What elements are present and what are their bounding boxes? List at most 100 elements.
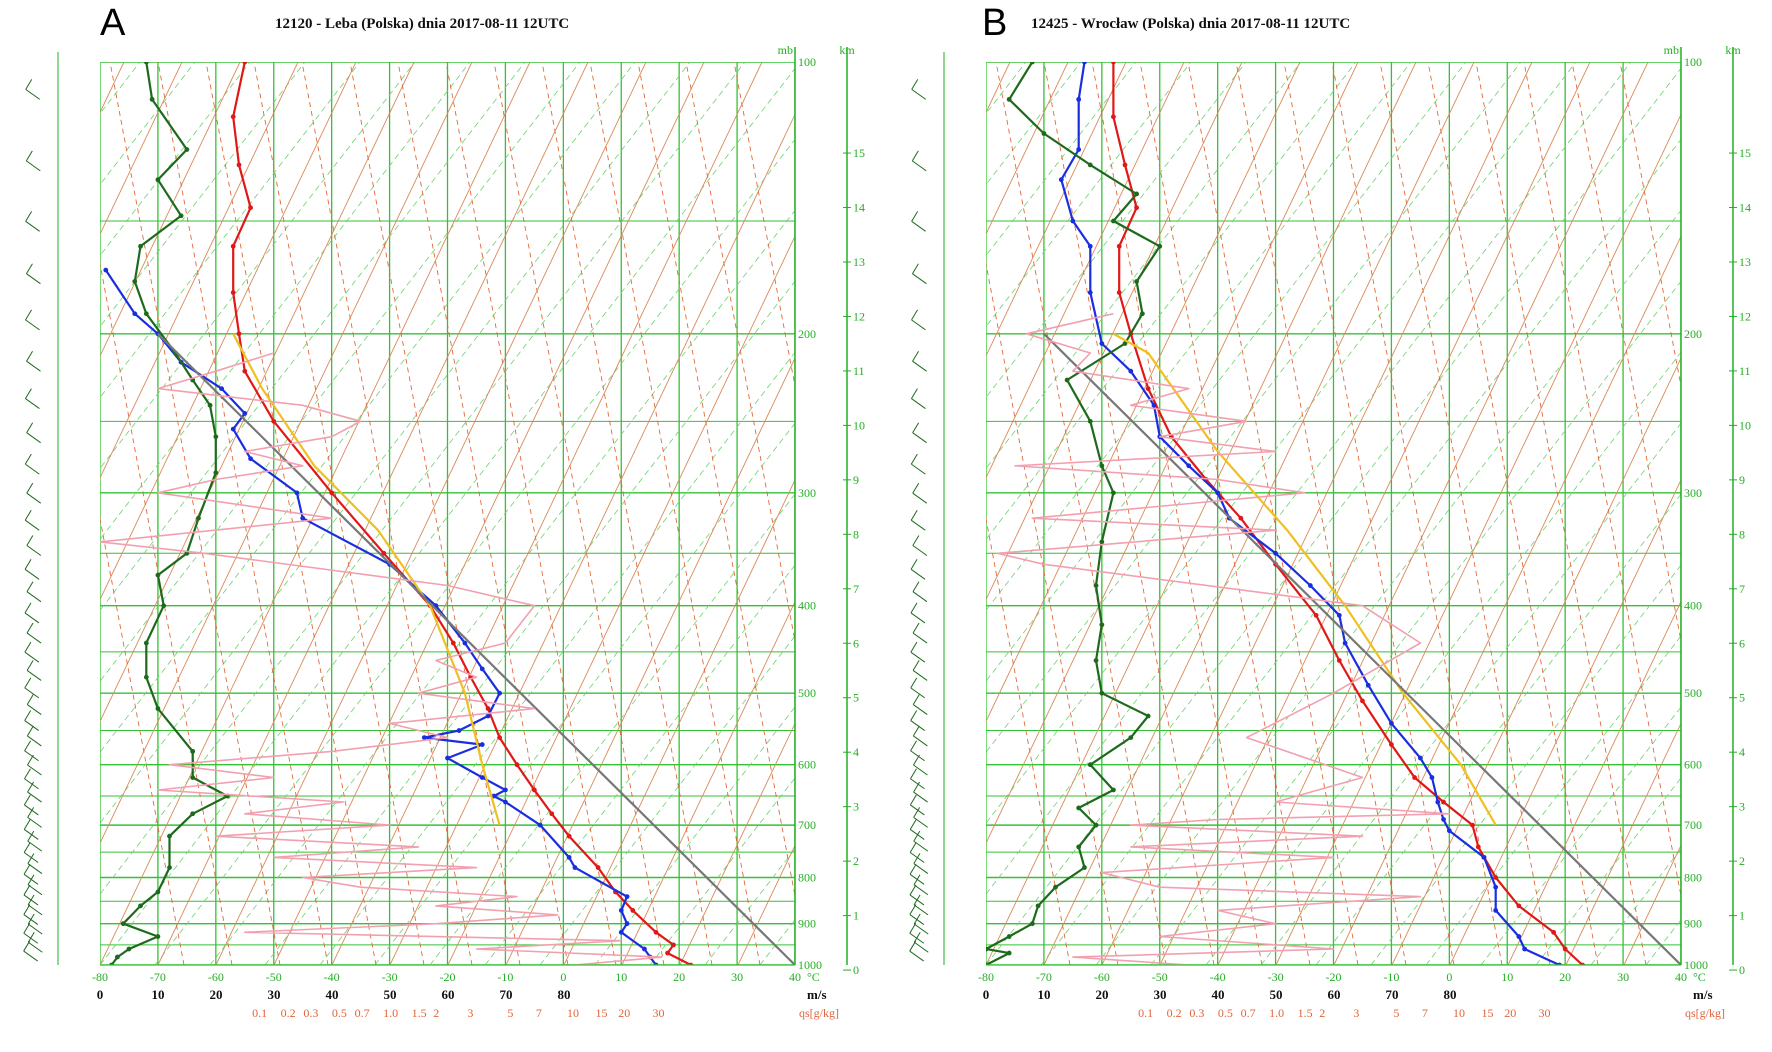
- adiabat-line: [264, 280, 795, 965]
- wind-barb-staff: [909, 950, 924, 962]
- data-point-temperature: [236, 162, 242, 168]
- wind-barb-staff: [25, 463, 40, 475]
- height-tick-label: 4: [1739, 745, 1745, 759]
- data-point-other: [143, 62, 149, 65]
- data-point-temperature: [653, 929, 659, 935]
- wind-barb-flag: [910, 453, 918, 465]
- wind-barb-icon: [912, 535, 928, 556]
- height-tick-label: 3: [1739, 800, 1745, 814]
- wind-tick-label: 10: [1038, 987, 1051, 1002]
- wind-barb-staff: [913, 904, 929, 916]
- mixing-ratio-tick-label: 0.2: [1167, 1006, 1182, 1020]
- mixing-ratio-tick-label: 0.1: [1138, 1006, 1153, 1020]
- mixing-ratio-line: [986, 516, 1071, 965]
- data-point-other: [190, 748, 196, 754]
- pressure-tick-label: 500: [1684, 686, 1702, 700]
- temperature-tick-label: -10: [497, 970, 513, 984]
- height-tick-label: 4: [853, 745, 859, 759]
- wind-barb-flag: [25, 263, 33, 274]
- wind-barb-staff: [26, 432, 41, 444]
- height-tick-label: 14: [1739, 201, 1751, 215]
- wind-barb-staff: [25, 398, 40, 409]
- wind-barb-staff: [26, 492, 42, 504]
- data-point-dewpoint: [624, 921, 630, 927]
- wind-barb-flag: [24, 768, 31, 780]
- data-point-dewpoint: [1215, 490, 1221, 496]
- height-tick-label: 15: [1739, 146, 1751, 160]
- adiabat-line: [0, 62, 85, 965]
- wind-barb-flag: [909, 819, 917, 830]
- wind-barb-icon: [909, 884, 925, 906]
- height-tick-label: 7: [1739, 582, 1745, 596]
- wind-barb-staff: [26, 704, 42, 715]
- data-point-dewpoint: [618, 929, 624, 935]
- data-point-dewpoint: [497, 690, 503, 696]
- mixing-ratio-tick-label: 0.7: [355, 1006, 370, 1020]
- wind-barb-staff: [912, 670, 928, 681]
- data-point-temperature: [1516, 903, 1522, 909]
- data-point-temperature: [1412, 775, 1417, 780]
- wind-barb-icon: [25, 309, 40, 331]
- wind-barb-flag: [913, 830, 921, 842]
- wind-tick-label: 0: [983, 987, 990, 1002]
- wind-barb-icon: [23, 940, 38, 962]
- skew-isotherm: [1159, 62, 1591, 965]
- data-point-other: [207, 402, 213, 408]
- data-point-dewpoint: [479, 666, 485, 672]
- adiabat-line: [100, 62, 471, 540]
- skewt-chart-b: 1002003004005006007008009001000mb0123456…: [909, 43, 1751, 1020]
- mixing-ratio-line: [685, 62, 795, 644]
- wind-barb-flag: [27, 830, 35, 842]
- wind-barb-icon: [27, 781, 42, 803]
- wind-barb-flag: [910, 740, 918, 751]
- mixing-ratio-tick-label: 0.5: [332, 1006, 347, 1020]
- wind-barb-staff: [26, 591, 42, 603]
- adiabat-line: [1535, 777, 1681, 965]
- mixing-ratio-tick-label: 7: [536, 1006, 542, 1020]
- adiabat-line: [154, 138, 795, 965]
- height-tick-label: 0: [853, 963, 859, 977]
- wind-barb-flag: [910, 602, 918, 614]
- pressure-tick-label: 200: [798, 327, 816, 341]
- wind-barb-icon: [27, 931, 43, 953]
- wind-barb-icon: [909, 819, 925, 840]
- skew-isotherm: [1275, 113, 1681, 965]
- mixing-ratio-tick-label: 30: [1539, 1006, 1551, 1020]
- wind-barb-icon: [27, 894, 43, 916]
- wind-barb-icon: [909, 940, 924, 962]
- wind-barb-flag: [24, 509, 32, 521]
- wind-barb-flag: [912, 350, 919, 362]
- wind-barb-staff: [26, 360, 41, 372]
- adiabat-line: [986, 62, 1247, 399]
- mixing-ratio-tick-label: 0.2: [281, 1006, 296, 1020]
- data-point-dewpoint: [1186, 463, 1192, 469]
- mixing-ratio-tick-label: 0.3: [1189, 1006, 1204, 1020]
- adiabat-line: [986, 62, 1137, 257]
- height-tick-label: 11: [1739, 364, 1751, 378]
- data-point-dewpoint: [618, 907, 624, 913]
- pressure-tick-label: 200: [1684, 327, 1702, 341]
- wind-barb-icon: [910, 740, 925, 762]
- mixing-ratio-tick-label: 0.3: [303, 1006, 318, 1020]
- data-point-temperature: [248, 205, 253, 211]
- data-point-dewpoint: [219, 386, 225, 392]
- skew-isotherm: [1043, 62, 1475, 965]
- data-point-temperature: [665, 950, 670, 956]
- height-tick-label: 1: [1739, 909, 1745, 923]
- skewt-chart-a: 1002003004005006007008009001000mb0123456…: [0, 43, 865, 1020]
- wind-barb-flag: [23, 794, 31, 806]
- wind-barb-flag: [23, 819, 31, 830]
- data-point-other: [1099, 690, 1105, 696]
- data-point-other: [155, 934, 161, 939]
- data-point-dewpoint: [1058, 177, 1064, 183]
- wind-barb-icon: [912, 422, 927, 444]
- wind-barb-staff: [911, 88, 927, 100]
- wind-barb-icon: [913, 913, 929, 935]
- mixing-ratio-line: [349, 62, 521, 965]
- height-tick-label: 2: [1739, 854, 1745, 868]
- pressure-tick-label: 300: [798, 486, 816, 500]
- mixing-ratio-tick-label: 1.5: [1298, 1006, 1313, 1020]
- skew-isotherm: [100, 62, 125, 114]
- data-point-temperature: [1111, 62, 1116, 65]
- temperature-tick-label: -60: [1094, 970, 1110, 984]
